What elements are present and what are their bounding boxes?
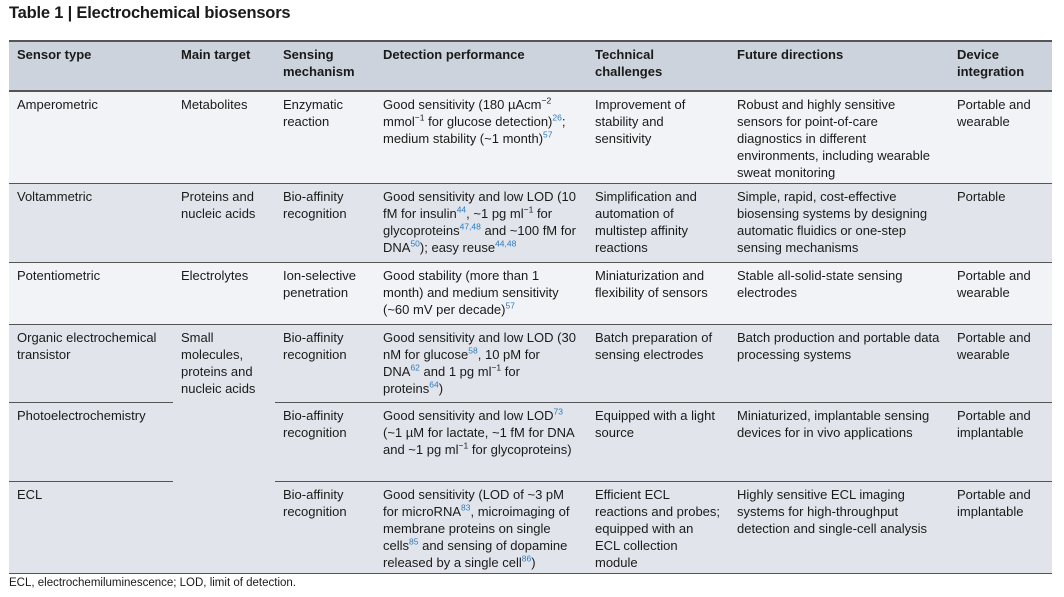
detection-text: and sensing of dopamine released by a si… (383, 537, 568, 570)
reference-citation[interactable]: 26 (552, 112, 562, 123)
detection-text: ; medium stability (~1 month) (383, 114, 566, 146)
reference-citation[interactable]: 50 (410, 238, 420, 249)
cell-device-integration: Portable and implantable (949, 402, 1052, 482)
cell-sensor-type: Voltammetric (9, 183, 173, 263)
cell-sensor-type: Organic electrochemical transistor (9, 324, 173, 403)
unit-exponent: −2 (541, 95, 552, 106)
table-title: Table 1 | Electrochemical biosensors (9, 4, 291, 22)
cell-sensing-mechanism: Bio-affinity recognition (275, 481, 375, 574)
cell-technical-challenges: Batch preparation of sensing electrodes (587, 324, 729, 403)
reference-citation[interactable]: 44 (456, 204, 467, 215)
detection-text: Good sensitivity and low LOD (383, 407, 554, 423)
cell-device-integration: Portable and implantable (949, 481, 1052, 574)
cell-sensing-mechanism: Bio-affinity recognition (275, 402, 375, 482)
cell-sensor-type: Amperometric (9, 91, 173, 184)
header-device-integration: Device integration (949, 40, 1052, 92)
header-main-target: Main target (173, 40, 275, 92)
cell-device-integration: Portable and wearable (949, 262, 1052, 325)
detection-text: Good sensitivity (LOD of ~3 pM for micro… (383, 486, 564, 519)
detection-text: Good sensitivity and low LOD (30 nM for … (383, 329, 576, 362)
header-technical-challenges: Technical challenges (587, 40, 729, 92)
unit-exponent: −1 (458, 440, 469, 451)
table-footnote: ECL, electrochemiluminescence; LOD, limi… (9, 577, 296, 589)
reference-citation[interactable]: 85 (409, 536, 419, 547)
cell-device-integration: Portable (949, 183, 1052, 263)
detection-text: , microimaging of membrane proteins on s… (383, 503, 570, 553)
header-future-directions: Future directions (729, 40, 949, 92)
detection-text: Good sensitivity and low LOD (10 fM for … (383, 188, 576, 221)
cell-sensor-type: Photoelectrochemistry (9, 402, 173, 482)
cell-sensing-mechanism: Ion-selective penetration (275, 262, 375, 325)
detection-text: Good stability (more than 1 month) and m… (383, 267, 559, 317)
detection-text: for glycoproteins (383, 205, 553, 238)
detection-text: ) (438, 380, 444, 396)
detection-text: for proteins (383, 363, 520, 396)
cell-future-directions: Robust and highly sensitive sensors for … (729, 91, 949, 184)
cell-main-target: Metabolites (173, 91, 275, 184)
table-row: Voltammetric Proteins and nucleic acids Bi… (9, 183, 1052, 263)
cell-sensor-type: ECL (9, 481, 173, 574)
header-sensing-mechanism: Sensing mechanism (275, 40, 375, 92)
cell-detection-performance: Good sensitivity (180 µAcm−2 mmol−1 for … (375, 91, 587, 184)
unit-exponent: −1 (414, 112, 425, 123)
reference-citation[interactable]: 62 (410, 362, 420, 373)
cell-detection-performance: Good stability (more than 1 month) and m… (375, 262, 587, 325)
header-sensor-type: Sensor type (9, 40, 173, 92)
cell-detection-performance: Good sensitivity and low LOD73 (~1 µM fo… (375, 402, 587, 482)
cell-technical-challenges: Efficient ECL reactions and probes; equi… (587, 481, 729, 574)
cell-device-integration: Portable and wearable (949, 91, 1052, 184)
cell-technical-challenges: Improvement of stability and sensitivity (587, 91, 729, 184)
reference-citation[interactable]: 73 (553, 406, 563, 417)
detection-text: , 10 pM for DNA (383, 346, 540, 379)
table-row: Organic electrochemical transistor Small … (9, 324, 1052, 574)
detection-text: (~1 µM for lactate, ~1 fM for DNA and ~1… (383, 424, 575, 457)
detection-text: for glucose detection) (424, 114, 553, 129)
reference-citation[interactable]: 86 (521, 553, 532, 564)
cell-sensing-mechanism: Enzymatic reaction (275, 91, 375, 184)
detection-text: and 1 pg ml (419, 363, 492, 379)
table-row: Amperometric Metabolites Enzymatic reactio… (9, 91, 1052, 184)
detection-text: for glycoproteins) (468, 441, 572, 457)
detection-text: ); easy reuse (419, 239, 496, 255)
unit-exponent: −1 (523, 204, 534, 215)
cell-future-directions: Miniaturized, implantable sensing device… (729, 402, 949, 482)
detection-text: and ~100 fM for DNA (383, 222, 576, 255)
cell-sensor-type: Potentiometric (9, 262, 173, 325)
cell-future-directions: Simple, rapid, cost-effective biosensing… (729, 183, 949, 263)
reference-citation[interactable]: 47,48 (459, 221, 481, 232)
reference-citation[interactable]: 57 (543, 129, 553, 140)
table-row: Photoelectrochemistry Bio-affinity recogn… (9, 402, 1052, 482)
detection-text: , ~1 pg ml (466, 205, 524, 221)
cell-future-directions: Highly sensitive ECL imaging systems for… (729, 481, 949, 574)
header-row: Sensor type Main target Sensing mechanis… (9, 40, 1052, 92)
reference-citation[interactable]: 44,48 (495, 238, 517, 249)
cell-detection-performance: Good sensitivity (LOD of ~3 pM for micro… (375, 481, 587, 574)
biosensor-table: Sensor type Main target Sensing mechanis… (9, 40, 1052, 574)
cell-sensing-mechanism: Bio-affinity recognition (275, 183, 375, 263)
detection-text: Good sensitivity (180 µAcm (383, 97, 542, 112)
cell-future-directions: Stable all-solid-state sensing electrode… (729, 262, 949, 325)
reference-citation[interactable]: 57 (505, 300, 515, 311)
cell-sensing-mechanism: Bio-affinity recognition (275, 324, 375, 403)
cell-main-target: Electrolytes (173, 262, 275, 325)
cell-technical-challenges: Miniaturization and flexibility of senso… (587, 262, 729, 325)
cell-technical-challenges: Equipped with a light source (587, 402, 729, 482)
detection-text: ) (531, 554, 536, 570)
cell-future-directions: Batch production and portable data proce… (729, 324, 949, 403)
reference-citation[interactable]: 64 (429, 379, 439, 390)
cell-device-integration: Portable and wearable (949, 324, 1052, 403)
table-row: Potentiometric Electrolytes Ion-selective … (9, 262, 1052, 325)
cell-technical-challenges: Simplification and automation of multist… (587, 183, 729, 263)
reference-citation[interactable]: 83 (461, 502, 471, 513)
cell-main-target: Proteins and nucleic acids (173, 183, 275, 263)
reference-citation[interactable]: 58 (468, 345, 478, 356)
header-detection-performance: Detection performance (375, 40, 587, 92)
unit-exponent: −1 (491, 362, 502, 373)
cell-detection-performance: Good sensitivity and low LOD (30 nM for … (375, 324, 587, 403)
detection-text: mmol (383, 114, 415, 129)
cell-main-target: Small molecules, proteins and nucleic ac… (173, 324, 275, 574)
table-row: ECL Bio-affinity recognition Good sensitiv… (9, 481, 1052, 574)
cell-detection-performance: Good sensitivity and low LOD (10 fM for … (375, 183, 587, 263)
